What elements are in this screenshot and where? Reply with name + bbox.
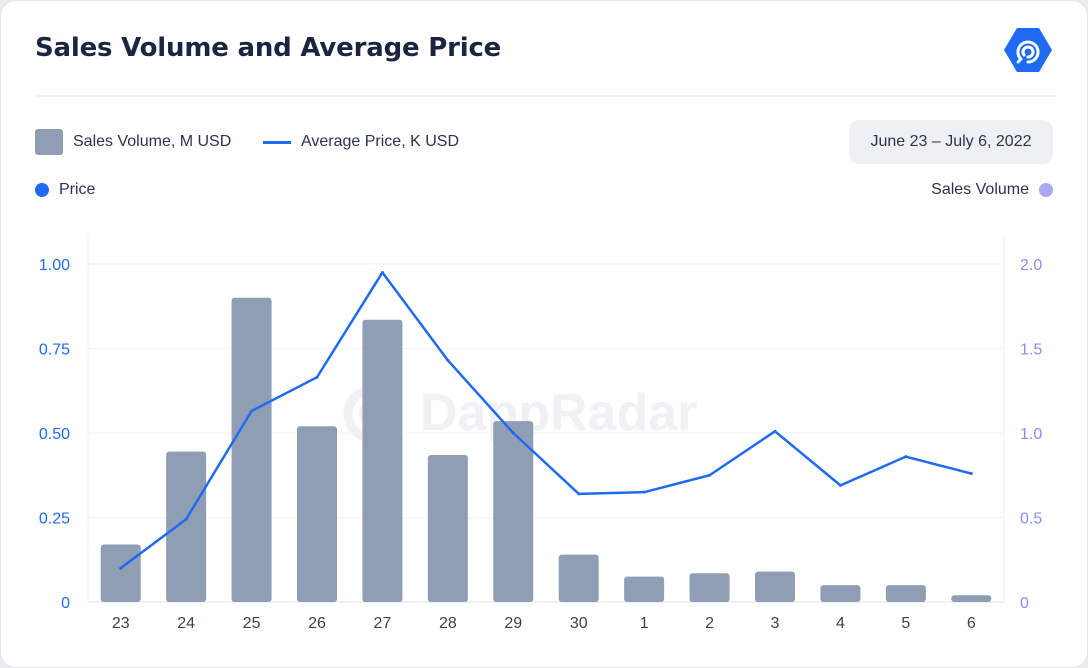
sales-volume-bar (297, 426, 337, 602)
sales-volume-bar (362, 320, 402, 602)
average-price-point (904, 455, 907, 458)
average-price-point (381, 271, 384, 274)
average-price-point (316, 376, 319, 379)
sales-volume-bar (951, 595, 991, 602)
y-right-tick-label: 1.0 (1020, 426, 1042, 443)
x-tick-label: 26 (308, 615, 326, 632)
y-left-tick-label: 0.75 (39, 342, 70, 359)
sales-volume-bar (624, 577, 664, 602)
average-price-point (970, 472, 973, 475)
y-left-tick-label: 0.25 (39, 511, 70, 528)
average-price-point (643, 491, 646, 494)
x-tick-label: 25 (243, 615, 261, 632)
x-tick-label: 24 (177, 615, 195, 632)
average-price-point (446, 359, 449, 362)
average-price-point (839, 484, 842, 487)
sales-volume-bar (493, 421, 533, 602)
sales-volume-bar (886, 585, 926, 602)
y-right-tick-label: 2.0 (1020, 257, 1042, 274)
x-tick-label: 1 (640, 615, 649, 632)
x-tick-label: 5 (901, 615, 910, 632)
x-tick-label: 30 (570, 615, 588, 632)
average-price-point (577, 492, 580, 495)
sales-volume-bar (559, 555, 599, 602)
average-price-point (774, 430, 777, 433)
x-tick-label: 2 (705, 615, 714, 632)
x-tick-label: 4 (836, 615, 845, 632)
y-right-tick-label: 0 (1020, 595, 1029, 612)
y-left-tick-label: 0 (61, 595, 70, 612)
average-price-point (512, 432, 515, 435)
y-left-tick-label: 1.00 (39, 257, 70, 274)
x-tick-label: 27 (374, 615, 392, 632)
sales-volume-bar (101, 545, 141, 602)
sales-volume-bar (755, 572, 795, 602)
average-price-point (119, 567, 122, 570)
sales-volume-bar (690, 573, 730, 602)
average-price-point (250, 410, 253, 413)
sales-volume-bar (166, 452, 206, 602)
average-price-point (708, 474, 711, 477)
y-right-tick-label: 0.5 (1020, 511, 1042, 528)
average-price-point (185, 518, 188, 521)
x-tick-label: 23 (112, 615, 130, 632)
y-right-tick-label: 1.5 (1020, 342, 1042, 359)
x-tick-label: 6 (967, 615, 976, 632)
sales-volume-bar (428, 455, 468, 602)
sales-volume-bar (232, 298, 272, 602)
y-left-tick-label: 0.50 (39, 426, 70, 443)
x-tick-label: 3 (771, 615, 780, 632)
sales-volume-bar (820, 585, 860, 602)
x-tick-label: 29 (504, 615, 522, 632)
x-tick-label: 28 (439, 615, 457, 632)
